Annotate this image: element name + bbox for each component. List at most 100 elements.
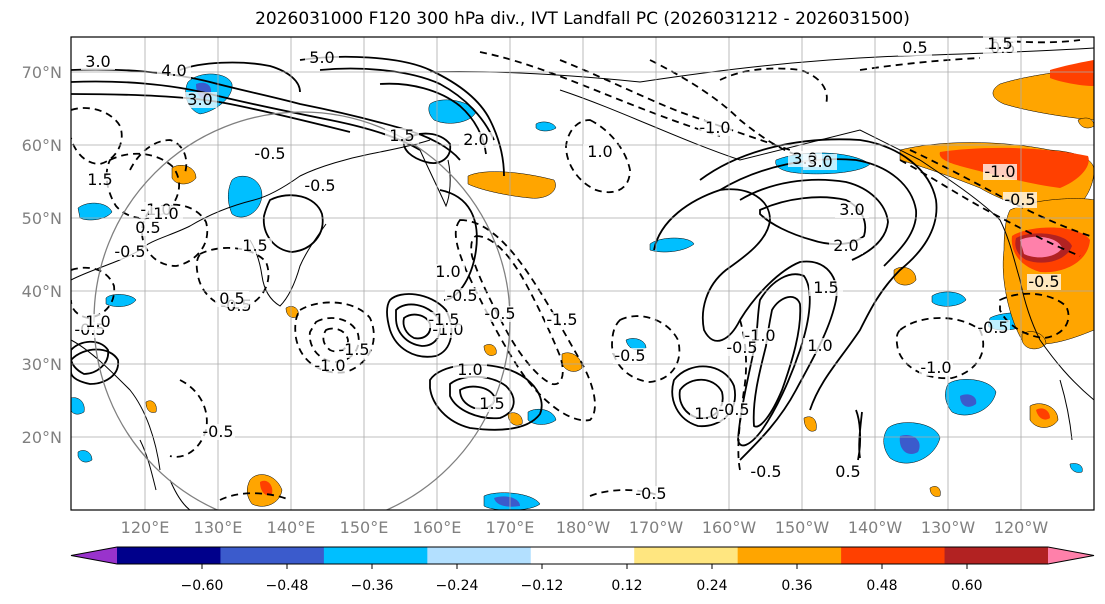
shade-blue: [527, 409, 557, 425]
contour-label: -0.5: [635, 484, 666, 503]
contour-label: -0.5: [726, 338, 757, 357]
longitude-labels: 120°E 130°E 140°E 150°E 160°E 170°E 180°W 170°W…: [121, 518, 1049, 537]
contour-label: -0.5: [1004, 190, 1035, 209]
contour-label: -0.5: [1028, 272, 1059, 291]
lat-label: 30°N: [22, 355, 62, 374]
lon-label: 170°E: [486, 518, 535, 537]
contour-label: -0.5: [614, 346, 645, 365]
coastline-kamchatka: [419, 149, 451, 208]
shade-orange: [145, 400, 157, 413]
contour-labels: 3.04.05.03.01.52.0-1.01.0-0.53.03.02.01.…: [73, 34, 1061, 503]
contour-negative: [470, 235, 564, 386]
contour-label-bg: [898, 40, 932, 56]
shade-darkblue: [899, 434, 920, 455]
contour-negative: [219, 492, 291, 501]
contour-negative: [71, 107, 123, 165]
contour-label-bg: [303, 178, 337, 194]
coastline-na-west: [919, 159, 1094, 401]
map-frame: [70, 36, 1095, 511]
contour-positive: [262, 194, 324, 253]
contour-label: 1.0: [807, 336, 832, 355]
contour-label: 1.0: [587, 142, 612, 161]
contour-negative: [105, 152, 180, 220]
colorbar-extend-high: [1048, 547, 1094, 564]
contour-label-bg: [475, 396, 509, 412]
contour-label-bg: [157, 63, 191, 79]
contour-label-bg: [1027, 274, 1061, 290]
colorbar-segment: [944, 547, 1049, 564]
colorbar-segment: [634, 547, 739, 564]
contour-label: -0.5: [446, 286, 477, 305]
contour-label: 2.0: [833, 236, 858, 255]
lon-label: 180°W: [556, 518, 611, 537]
contour-label: -0.5: [718, 400, 749, 419]
contour-label-bg: [238, 238, 272, 254]
contour-label-bg: [717, 402, 751, 418]
contour-negative: [454, 219, 596, 422]
lon-label: 140°E: [267, 518, 316, 537]
coastline-baja: [1059, 379, 1073, 441]
contour-label-bg: [149, 206, 183, 222]
shade-orange: [1077, 117, 1094, 129]
contour-negative: [479, 51, 721, 137]
contour-label-bg: [385, 128, 419, 144]
contour-label: 1.5: [242, 236, 267, 255]
contour-label-bg: [749, 464, 783, 480]
contour-label-bg: [983, 164, 1017, 180]
contour-positive: [319, 67, 495, 141]
contour-label: 5.0: [309, 48, 334, 67]
shade-blue: [931, 291, 967, 307]
contour-label: -1.5: [546, 310, 577, 329]
contour-positive: [71, 80, 421, 151]
contour-label: 3.0: [187, 90, 212, 109]
contour-negative: [895, 317, 985, 380]
shade-orange: [467, 171, 556, 199]
contour-label-bg: [305, 50, 339, 66]
shade-orange: [561, 352, 583, 372]
contour-label-bg: [215, 291, 249, 307]
contour-label: -0.5: [977, 318, 1008, 337]
colorbar-tick-label: −0.36: [351, 578, 394, 594]
contour-negative: [649, 59, 801, 157]
shade-orange: [483, 344, 497, 356]
contour-positive: [739, 178, 889, 261]
colorbar-tick-label: 0.36: [781, 578, 812, 594]
contour-label-bg: [976, 320, 1010, 336]
contour-label-bg: [809, 280, 843, 296]
contour-label-bg: [1003, 192, 1037, 208]
contour-positive: [752, 296, 802, 428]
contour-label: 0.5: [219, 289, 244, 308]
coastline-china: [71, 339, 161, 471]
lon-label: 130°W: [921, 518, 976, 537]
contour-label: -1.0: [699, 118, 730, 137]
contour-label-bg: [829, 238, 863, 254]
contour-label: 1.0: [457, 360, 482, 379]
contour-label-bg: [690, 406, 724, 422]
colorbar: −0.60 −0.48 −0.36 −0.24 −0.12 0.12 0.24 0.36 0.4…: [70, 546, 1095, 594]
contour-label-bg: [583, 144, 617, 160]
contour-positive: [71, 93, 351, 133]
contour-positive: [386, 293, 453, 358]
contour-label: 1.5: [987, 34, 1012, 53]
contour-label: -1.0: [314, 356, 345, 375]
contour-positive: [71, 348, 119, 385]
contour-label: 3.0: [839, 200, 864, 219]
contour-label: 0.5: [902, 38, 927, 57]
colorbar-segment: [323, 547, 428, 564]
lat-label: 40°N: [22, 282, 62, 301]
shade-orange: [929, 486, 941, 497]
shade-orange: [1021, 331, 1047, 350]
contour-label-bg: [313, 358, 347, 374]
shade-pink: [1020, 236, 1062, 258]
lat-label: 50°N: [22, 209, 62, 228]
colorbar-segment: [841, 547, 946, 564]
contour-label: 1.5: [87, 170, 112, 189]
lon-label: 160°W: [702, 518, 757, 537]
shade-blue: [649, 237, 695, 253]
contour-label-bg: [919, 360, 953, 376]
contour-label: -0.5: [202, 422, 233, 441]
contour-label-bg: [803, 338, 837, 354]
coastline-alaska: [559, 89, 921, 161]
shade-red: [1050, 60, 1094, 86]
